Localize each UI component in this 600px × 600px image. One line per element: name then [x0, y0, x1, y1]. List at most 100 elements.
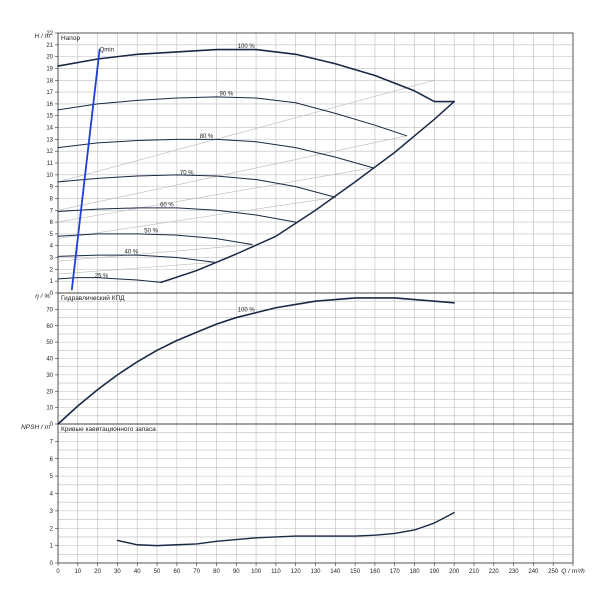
x-tick-label: 250: [548, 569, 559, 575]
panel-title: Напор: [61, 35, 80, 42]
y-tick-label: 60: [46, 324, 53, 330]
x-tick-label: 80: [213, 569, 220, 575]
y-tick-label: 17: [46, 90, 53, 96]
x-tick-label: 10: [74, 569, 81, 575]
x-tick-label: 210: [469, 569, 480, 575]
y-tick-label: 3: [50, 509, 54, 515]
x-tick-label: 120: [291, 569, 302, 575]
y-tick-label: 6: [50, 220, 54, 226]
curve-label: 25 %: [95, 273, 109, 279]
y-tick-label: 4: [50, 244, 54, 250]
y-tick-label: 6: [50, 457, 54, 463]
x-tick-label: 160: [370, 569, 381, 575]
series-line-curve: [160, 100, 455, 284]
y-tick-label: 7: [50, 439, 54, 445]
y-tick-label: 0: [50, 291, 54, 297]
y-tick-label: 1: [50, 279, 54, 285]
y-tick-label: 10: [46, 173, 53, 179]
reference-line: [57, 135, 407, 211]
y-tick-label: 5: [50, 474, 54, 480]
y-tick-label: 1: [50, 544, 54, 550]
x-axis-label: Q / m³/h: [561, 568, 585, 575]
x-tick-label: 90: [233, 569, 240, 575]
series-line-90: [57, 96, 408, 137]
x-tick-label: 230: [509, 569, 520, 575]
y-tick-label: 21: [46, 43, 53, 49]
curve-label: 40 %: [124, 250, 138, 256]
curve-label: 60 %: [160, 202, 174, 208]
curve-label: 100 %: [238, 307, 256, 313]
y-tick-label: 50: [46, 340, 53, 346]
y-tick-label: 15: [46, 114, 53, 120]
x-tick-label: 240: [528, 569, 539, 575]
y-tick-label: 19: [46, 66, 53, 72]
series-line-100: [57, 297, 455, 425]
x-tick-label: 30: [114, 569, 121, 575]
y-tick-label: 20: [46, 55, 53, 61]
series-line-60: [57, 207, 297, 223]
x-tick-label: 130: [310, 569, 321, 575]
x-tick-label: 50: [154, 569, 161, 575]
curve-label: Qmin: [100, 48, 114, 54]
y-tick-label: 2: [50, 267, 54, 273]
reference-line: [57, 196, 336, 239]
y-tick-label: 0: [50, 561, 54, 567]
series-line-70: [57, 174, 336, 198]
y-tick-label: 30: [46, 373, 53, 379]
x-tick-label: 40: [134, 569, 141, 575]
y-tick-label: 2: [50, 526, 54, 532]
y-tick-label: 40: [46, 357, 53, 363]
x-tick-label: 140: [330, 569, 341, 575]
panel-title: Гидравлический КПД: [61, 294, 125, 302]
y-tick-label: 12: [46, 149, 53, 155]
x-tick-label: 0: [56, 569, 60, 575]
x-tick-label: 150: [350, 569, 361, 575]
x-tick-label: 110: [271, 569, 281, 575]
curve-label: 50 %: [144, 228, 158, 234]
y-axis-label: η / %: [35, 293, 50, 300]
curve-label: 70 %: [180, 170, 194, 176]
panel-npsh: 0 1 2 3 4 5 6 7 NPSH / m Кривые кавитационного за…: [21, 423, 574, 567]
y-tick-label: 14: [46, 126, 53, 132]
series-line-80: [57, 138, 374, 169]
y-tick-label: 11: [47, 161, 54, 167]
y-tick-label: 3: [50, 256, 54, 262]
y-tick-label: 22: [46, 31, 53, 37]
series-line-curve: [116, 511, 455, 547]
y-axis-label: NPSH / m: [21, 424, 50, 431]
x-tick-label: 200: [449, 569, 460, 575]
y-axis-label: H / m: [34, 33, 50, 40]
y-tick-label: 9: [50, 185, 54, 191]
series-line-25: [57, 277, 162, 283]
reference-line: [57, 244, 253, 262]
y-tick-label: 5: [50, 232, 54, 238]
y-tick-label: 20: [46, 389, 53, 395]
x-tick-label: 220: [489, 569, 500, 575]
x-tick-label: 180: [410, 569, 421, 575]
y-tick-label: 4: [50, 492, 54, 498]
y-tick-label: 18: [46, 78, 53, 84]
y-tick-label: 0: [50, 422, 54, 428]
panel-efficiency: 0 10 20 30 40 50 60 70 η / % Гидравлический КПД 10…: [35, 292, 574, 428]
panel-title: Кривые кавитационного запаса: [61, 426, 156, 433]
series-line-100: [57, 48, 455, 103]
y-tick-label: 7: [50, 208, 54, 214]
x-tick-label: 20: [94, 569, 101, 575]
y-tick-label: 10: [46, 406, 53, 412]
y-tick-label: 16: [46, 102, 53, 108]
series-line-40: [57, 254, 215, 263]
curve-label: 100 %: [238, 44, 256, 50]
reference-line: [57, 79, 435, 183]
x-tick-label: 190: [429, 569, 440, 575]
y-tick-label: 8: [50, 196, 54, 202]
x-tick-label: 70: [193, 569, 200, 575]
series-line-50: [57, 233, 253, 246]
reference-line: [57, 167, 373, 223]
reference-line: [57, 261, 215, 275]
y-tick-label: 70: [46, 307, 53, 313]
y-tick-label: 13: [46, 137, 53, 143]
x-tick-label: 60: [174, 569, 181, 575]
curve-label: 80 %: [200, 134, 214, 140]
